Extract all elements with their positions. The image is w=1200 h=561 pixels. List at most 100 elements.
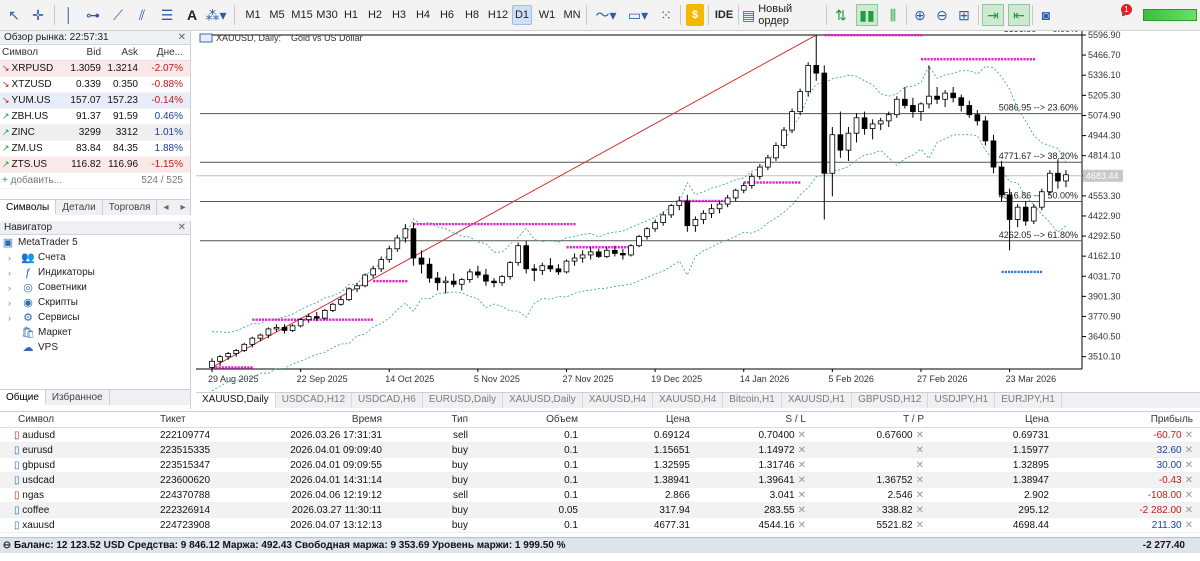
candle[interactable] — [418, 250, 425, 274]
candle[interactable] — [934, 86, 940, 104]
candle[interactable] — [652, 219, 658, 232]
candle[interactable] — [740, 182, 747, 194]
depth-of-market-button[interactable]: ⫼ — [882, 4, 904, 26]
trade-row[interactable]: ▯ xauusd 224723908 2026.04.07 13:12:13 buy 0… — [0, 518, 1200, 533]
candle[interactable] — [660, 211, 666, 226]
collapse-icon[interactable]: ⊖ — [2, 540, 12, 551]
trade-row[interactable]: ▯ eurusd 223515335 2026.04.01 09:09:40 buy 0… — [0, 443, 1200, 458]
chart-tab[interactable]: XAUUSD,H4 — [653, 393, 724, 408]
candle[interactable] — [547, 258, 554, 272]
candle[interactable] — [1063, 170, 1069, 188]
candle[interactable] — [603, 247, 610, 259]
candle[interactable] — [636, 234, 642, 248]
candle[interactable] — [644, 227, 650, 240]
candle[interactable] — [225, 352, 231, 360]
candle[interactable] — [523, 241, 530, 274]
position-tp[interactable]: 5521.82 — [876, 519, 913, 531]
candle[interactable] — [877, 117, 884, 131]
col-symbol[interactable]: Символ — [2, 47, 39, 58]
close-position-icon[interactable]: ✕ — [1184, 489, 1193, 501]
chart-shift-button[interactable]: ⇤ — [1008, 4, 1030, 26]
candle[interactable] — [257, 333, 264, 342]
candle[interactable] — [966, 100, 973, 118]
market-watch-row[interactable]: ↗ ZINC 3299 3312 1.01% — [0, 125, 190, 141]
vertical-line-button[interactable]: │ — [60, 4, 78, 26]
candle[interactable] — [885, 111, 892, 128]
col-sl[interactable]: S / L — [785, 414, 806, 425]
candle[interactable] — [797, 88, 803, 115]
chart-menu-icon[interactable] — [199, 33, 213, 43]
candle[interactable] — [845, 127, 852, 161]
chart-window[interactable]: 5596.90 5466.70 5336.10 5205.30 5074.90 4944.… — [196, 24, 1200, 392]
nav-item-accounts[interactable]: › 👥 Счета — [0, 250, 190, 265]
chart-tab[interactable]: USDCAD,H12 — [276, 393, 353, 408]
candle[interactable] — [926, 65, 932, 109]
timeframe-m15[interactable]: M15 — [291, 9, 313, 21]
remove-sl-icon[interactable]: ✕ — [797, 504, 806, 516]
market-watch-row[interactable]: ↗ ZTS.US 116.82 116.96 -1.15% — [0, 157, 190, 173]
expand-icon[interactable]: › — [8, 282, 11, 293]
candle[interactable] — [748, 173, 755, 189]
remove-sl-icon[interactable]: ✕ — [797, 489, 806, 501]
candle[interactable] — [628, 244, 634, 257]
candle[interactable] — [273, 324, 280, 333]
market-button[interactable]: $ — [686, 4, 704, 26]
candle[interactable] — [942, 90, 948, 107]
algo-trading-button[interactable]: ▮▮ — [856, 4, 878, 26]
candle[interactable] — [1014, 204, 1021, 228]
chart-tab[interactable]: XAUUSD,H1 — [782, 393, 853, 408]
expand-icon[interactable]: › — [8, 297, 11, 308]
col-volume[interactable]: Объем — [546, 414, 578, 425]
candle[interactable] — [789, 108, 795, 134]
one-click-trading-button[interactable]: ⇅ — [830, 4, 852, 26]
text-tool-button[interactable]: A — [182, 4, 202, 26]
candle[interactable] — [313, 311, 320, 322]
market-watch-row[interactable]: ↘ XTZUSD 0.339 0.350 -0.88% — [0, 77, 190, 93]
objects-button[interactable]: ⁙ — [656, 4, 676, 26]
timeframe-h6[interactable]: H6 — [439, 9, 455, 21]
candle[interactable] — [483, 268, 489, 286]
candle[interactable] — [902, 86, 908, 109]
market-watch-row[interactable]: ↘ XRPUSD 1.3059 1.3214 -2.07% — [0, 61, 190, 77]
candle[interactable] — [467, 268, 473, 283]
candle[interactable] — [700, 210, 707, 225]
timeframe-m30[interactable]: M30 — [316, 9, 338, 21]
trend-line-button[interactable]: ⟋ — [108, 4, 128, 26]
candle[interactable] — [330, 302, 336, 312]
market-watch-row[interactable]: ↗ ZM.US 83.84 84.35 1.88% — [0, 141, 190, 157]
timeframe-w1[interactable]: W1 — [538, 9, 556, 21]
candle[interactable] — [499, 274, 505, 286]
close-position-icon[interactable]: ✕ — [1184, 474, 1193, 486]
close-icon[interactable]: ✕ — [177, 32, 186, 43]
remove-tp-icon[interactable]: ✕ — [915, 429, 924, 441]
candle[interactable] — [765, 154, 771, 171]
nav-item-vps[interactable]: ☁ VPS — [0, 340, 190, 355]
candle[interactable] — [563, 259, 570, 274]
trade-row[interactable]: ▯ gbpusd 223515347 2026.04.01 09:09:55 buy 0… — [0, 458, 1200, 473]
candle[interactable] — [217, 355, 223, 366]
candle[interactable] — [362, 273, 368, 288]
timeframe-h3[interactable]: H3 — [391, 9, 407, 21]
candle[interactable] — [386, 245, 393, 263]
remove-sl-icon[interactable]: ✕ — [797, 429, 806, 441]
autoscroll-button[interactable]: ⇥ — [982, 4, 1004, 26]
candle[interactable] — [346, 287, 352, 302]
close-icon[interactable]: ✕ — [177, 222, 186, 233]
timeframe-h2[interactable]: H2 — [367, 9, 383, 21]
candle[interactable] — [434, 271, 441, 291]
trade-row[interactable]: ▯ audusd 222109774 2026.03.26 17:31:31 sell… — [0, 428, 1200, 443]
position-tp[interactable]: 338.82 — [882, 504, 913, 516]
col-cur[interactable]: Цена — [1024, 414, 1049, 425]
candle[interactable] — [442, 276, 449, 294]
candle[interactable] — [1038, 188, 1045, 211]
candle[interactable] — [410, 222, 417, 266]
candle[interactable] — [587, 247, 594, 260]
tab-symbols[interactable]: Символы — [0, 200, 57, 215]
timeframe-h8[interactable]: H8 — [464, 9, 480, 21]
candle[interactable] — [402, 224, 409, 243]
close-position-icon[interactable]: ✕ — [1184, 504, 1193, 516]
chart-tab[interactable]: USDJPY,H1 — [928, 393, 996, 408]
candle[interactable] — [539, 262, 546, 275]
candle[interactable] — [1006, 188, 1013, 251]
candle[interactable] — [829, 127, 836, 197]
